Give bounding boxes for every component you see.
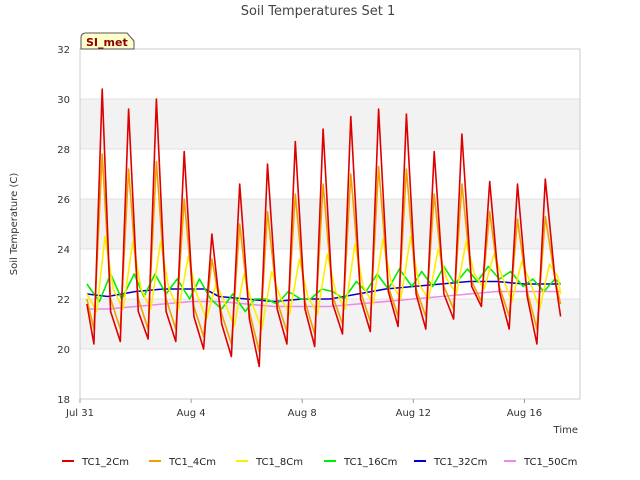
- chart-legend: TC1_2Cm TC1_4Cm TC1_8Cm TC1_16Cm TC1_32Cm TC1…: [62, 457, 577, 468]
- plot-area: [79, 48, 581, 400]
- x-tick-label: Jul 31: [65, 408, 94, 419]
- legend-label: TC1_4Cm: [168, 457, 216, 468]
- y-tick-label: 26: [57, 195, 70, 206]
- series-line-tc1_50cm: [86, 290, 561, 310]
- legend-item-tc1_32cm: TC1_32Cm: [414, 457, 487, 468]
- legend-label: TC1_8Cm: [255, 457, 303, 468]
- plot-band: [80, 349, 580, 399]
- y-tick-label: 32: [57, 45, 70, 56]
- legend-label: TC1_2Cm: [81, 457, 129, 468]
- legend-label: TC1_50Cm: [523, 457, 577, 468]
- x-tick-label: Aug 12: [396, 408, 431, 419]
- y-axis-ticks: 18 20 22 24 26 28 30 32: [57, 45, 70, 406]
- legend-label: TC1_32Cm: [433, 457, 487, 468]
- site-badge-shape: [80, 32, 135, 50]
- plot-band: [80, 299, 580, 349]
- series-line-tc1_16cm: [86, 265, 562, 313]
- chart-title: Soil Temperatures Set 1: [241, 4, 396, 19]
- plot-band: [80, 49, 580, 99]
- legend-item-tc1_50cm: TC1_50Cm: [504, 457, 577, 468]
- plot-bands: [80, 49, 580, 399]
- x-axis-label: Time: [553, 425, 578, 436]
- legend-item-tc1_8cm: TC1_8Cm: [236, 457, 303, 468]
- series-line-tc1_8cm: [86, 235, 562, 330]
- legend-item-tc1_4cm: TC1_4Cm: [149, 457, 216, 468]
- plot-band: [80, 149, 580, 199]
- y-tick-label: 22: [57, 295, 70, 306]
- x-tick-label: Aug 8: [288, 408, 317, 419]
- y-axis-label: Soil Temperature (C): [9, 173, 20, 276]
- series-layer: [86, 88, 562, 368]
- series-line-tc1_2cm: [86, 88, 562, 368]
- x-axis-ticks: Jul 31 Aug 4 Aug 8 Aug 12 Aug 16: [65, 399, 542, 419]
- y-tick-label: 24: [57, 245, 70, 256]
- site-badge: SI_met: [80, 32, 135, 50]
- site-badge-label: SI_met: [86, 36, 128, 49]
- plot-border: [79, 48, 581, 400]
- legend-item-tc1_16cm: TC1_16Cm: [324, 457, 397, 468]
- legend-item-tc1_2cm: TC1_2Cm: [62, 457, 129, 468]
- y-tick-label: 28: [57, 145, 70, 156]
- x-tick-label: Aug 4: [177, 408, 206, 419]
- y-tick-label: 30: [57, 95, 70, 106]
- y-tick-label: 18: [57, 395, 70, 406]
- y-tick-label: 20: [57, 345, 70, 356]
- x-tick-label: Aug 16: [507, 408, 542, 419]
- plot-band: [80, 99, 580, 149]
- legend-label: TC1_16Cm: [343, 457, 397, 468]
